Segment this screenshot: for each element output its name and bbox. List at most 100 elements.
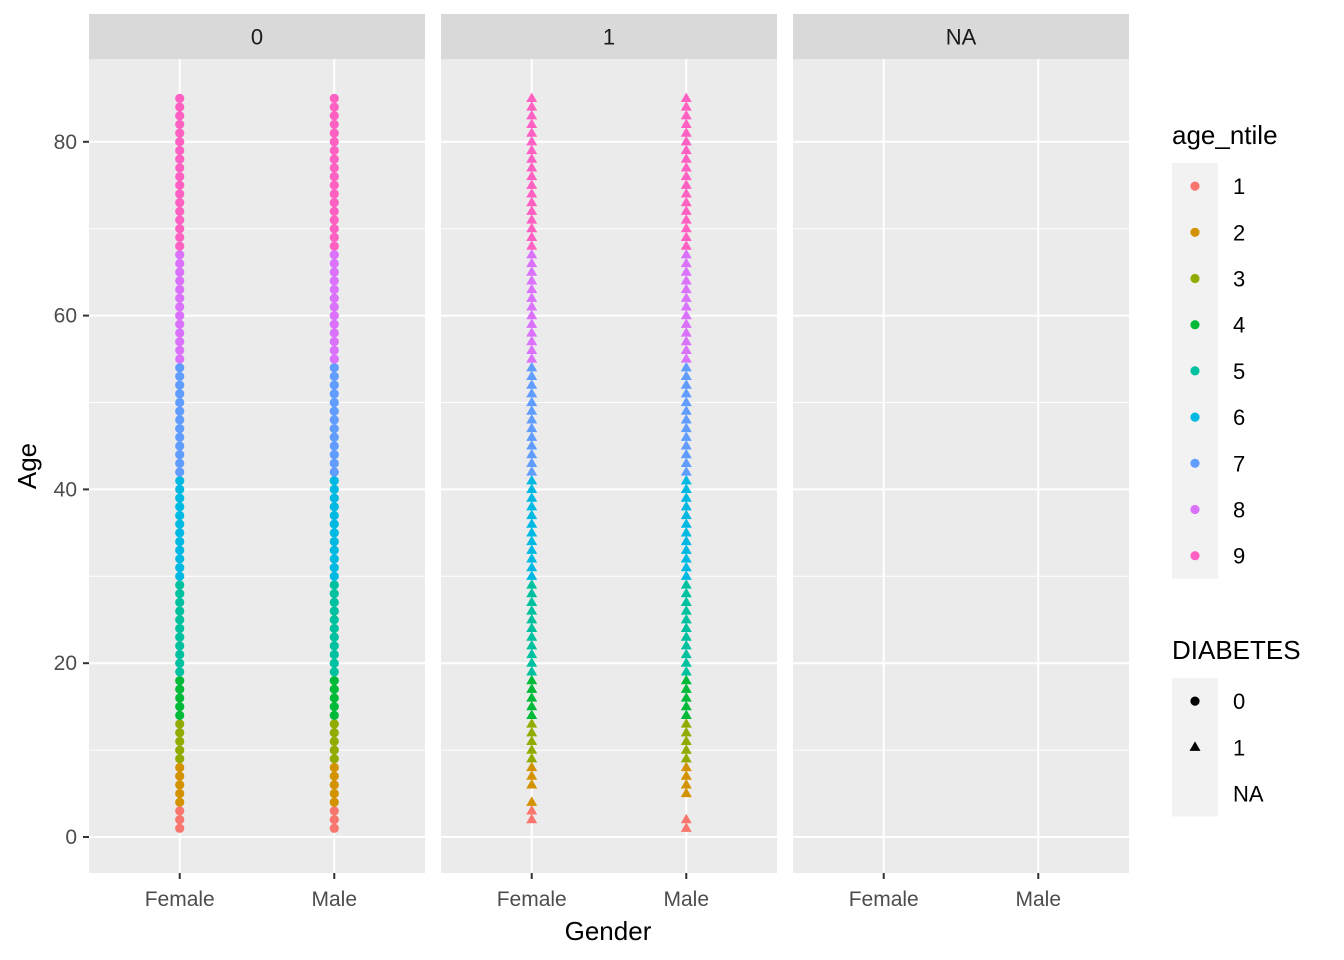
data-point-circle bbox=[329, 484, 339, 494]
data-point-triangle bbox=[680, 683, 692, 693]
facet-strip bbox=[441, 14, 777, 59]
data-point-circle bbox=[175, 606, 185, 616]
data-point-triangle bbox=[526, 292, 538, 302]
data-point-triangle bbox=[526, 248, 538, 259]
data-point-triangle bbox=[526, 283, 538, 294]
data-point-circle bbox=[329, 163, 339, 173]
data-point-circle bbox=[175, 675, 185, 686]
data-point-triangle bbox=[526, 752, 538, 763]
data-point-circle bbox=[175, 137, 185, 147]
color-legend-key bbox=[1190, 366, 1200, 376]
data-point-triangle bbox=[526, 396, 538, 407]
data-point-triangle bbox=[526, 613, 538, 624]
data-point-triangle bbox=[526, 605, 538, 615]
data-point-circle bbox=[329, 545, 339, 555]
data-point-triangle bbox=[526, 92, 538, 102]
data-point-circle bbox=[329, 293, 339, 303]
data-point-triangle bbox=[680, 248, 692, 259]
x-tick-label: Female bbox=[849, 888, 919, 911]
data-point-circle bbox=[175, 189, 185, 199]
data-point-circle bbox=[175, 163, 185, 173]
data-point-triangle bbox=[526, 327, 538, 337]
data-point-circle bbox=[329, 580, 339, 590]
data-point-circle bbox=[175, 658, 185, 668]
data-point-circle bbox=[329, 363, 339, 373]
data-point-circle bbox=[175, 432, 185, 442]
data-point-circle bbox=[329, 815, 339, 825]
data-point-circle bbox=[175, 719, 185, 729]
data-point-triangle bbox=[526, 144, 538, 155]
data-point-triangle bbox=[680, 822, 692, 832]
color-legend-key bbox=[1190, 504, 1200, 515]
data-point-triangle bbox=[680, 448, 692, 459]
data-point-triangle bbox=[526, 796, 538, 806]
data-point-triangle bbox=[526, 240, 538, 250]
data-point-circle bbox=[329, 493, 339, 503]
data-point-circle bbox=[329, 615, 339, 625]
data-point-triangle bbox=[680, 422, 692, 433]
data-point-circle bbox=[329, 528, 339, 538]
data-point-triangle bbox=[680, 335, 692, 346]
data-point-triangle bbox=[680, 596, 692, 606]
data-point-circle bbox=[329, 423, 339, 434]
data-point-triangle bbox=[526, 509, 538, 520]
data-point-circle bbox=[175, 319, 185, 329]
data-point-triangle bbox=[680, 579, 692, 589]
data-point-triangle bbox=[680, 109, 692, 120]
data-point-triangle bbox=[526, 631, 538, 641]
data-point-circle bbox=[175, 702, 185, 712]
facet-strip-label: 0 bbox=[251, 25, 263, 50]
data-point-triangle bbox=[680, 396, 692, 407]
data-point-triangle bbox=[680, 648, 692, 659]
data-point-triangle bbox=[526, 500, 538, 511]
color-legend-key bbox=[1190, 227, 1200, 237]
data-point-triangle bbox=[680, 622, 692, 633]
facet-strip-label: NA bbox=[946, 25, 977, 50]
data-point-triangle bbox=[680, 466, 692, 476]
data-point-circle bbox=[175, 93, 185, 103]
data-point-triangle bbox=[526, 266, 538, 276]
data-point-circle bbox=[329, 797, 339, 807]
data-point-triangle bbox=[526, 718, 538, 728]
data-point-triangle bbox=[526, 805, 538, 815]
data-point-circle bbox=[329, 258, 339, 269]
data-point-circle bbox=[329, 728, 339, 738]
shape-legend-label: NA bbox=[1233, 782, 1264, 807]
data-point-triangle bbox=[526, 778, 538, 789]
data-point-circle bbox=[329, 397, 339, 408]
data-point-circle bbox=[329, 510, 339, 521]
data-point-circle bbox=[175, 276, 185, 286]
data-point-triangle bbox=[680, 483, 692, 494]
data-point-circle bbox=[175, 536, 185, 547]
data-point-circle bbox=[175, 363, 185, 373]
data-point-circle bbox=[175, 337, 185, 347]
data-point-triangle bbox=[526, 196, 538, 207]
data-point-triangle bbox=[526, 440, 538, 450]
data-point-triangle bbox=[680, 431, 692, 441]
data-point-circle bbox=[175, 389, 185, 399]
data-point-circle bbox=[175, 823, 185, 833]
data-point-circle bbox=[329, 232, 339, 242]
data-point-circle bbox=[175, 423, 185, 434]
data-point-triangle bbox=[526, 735, 538, 746]
data-point-circle bbox=[329, 571, 339, 581]
data-point-circle bbox=[175, 311, 185, 321]
data-point-triangle bbox=[526, 709, 538, 719]
data-point-circle bbox=[175, 232, 185, 242]
data-point-triangle bbox=[526, 301, 538, 311]
data-point-circle bbox=[175, 493, 185, 503]
data-point-circle bbox=[329, 745, 339, 755]
data-point-triangle bbox=[526, 188, 538, 198]
color-legend-key bbox=[1190, 320, 1200, 330]
data-point-circle bbox=[175, 597, 185, 607]
data-point-triangle bbox=[680, 561, 692, 572]
data-point-circle bbox=[175, 797, 185, 807]
data-point-triangle bbox=[526, 318, 538, 328]
data-point-triangle bbox=[526, 587, 538, 598]
data-point-triangle bbox=[526, 457, 538, 467]
data-point-circle bbox=[329, 754, 339, 764]
data-point-triangle bbox=[680, 770, 692, 780]
data-point-triangle bbox=[526, 222, 538, 233]
data-point-triangle bbox=[526, 813, 538, 824]
x-tick-label: Male bbox=[664, 888, 710, 911]
